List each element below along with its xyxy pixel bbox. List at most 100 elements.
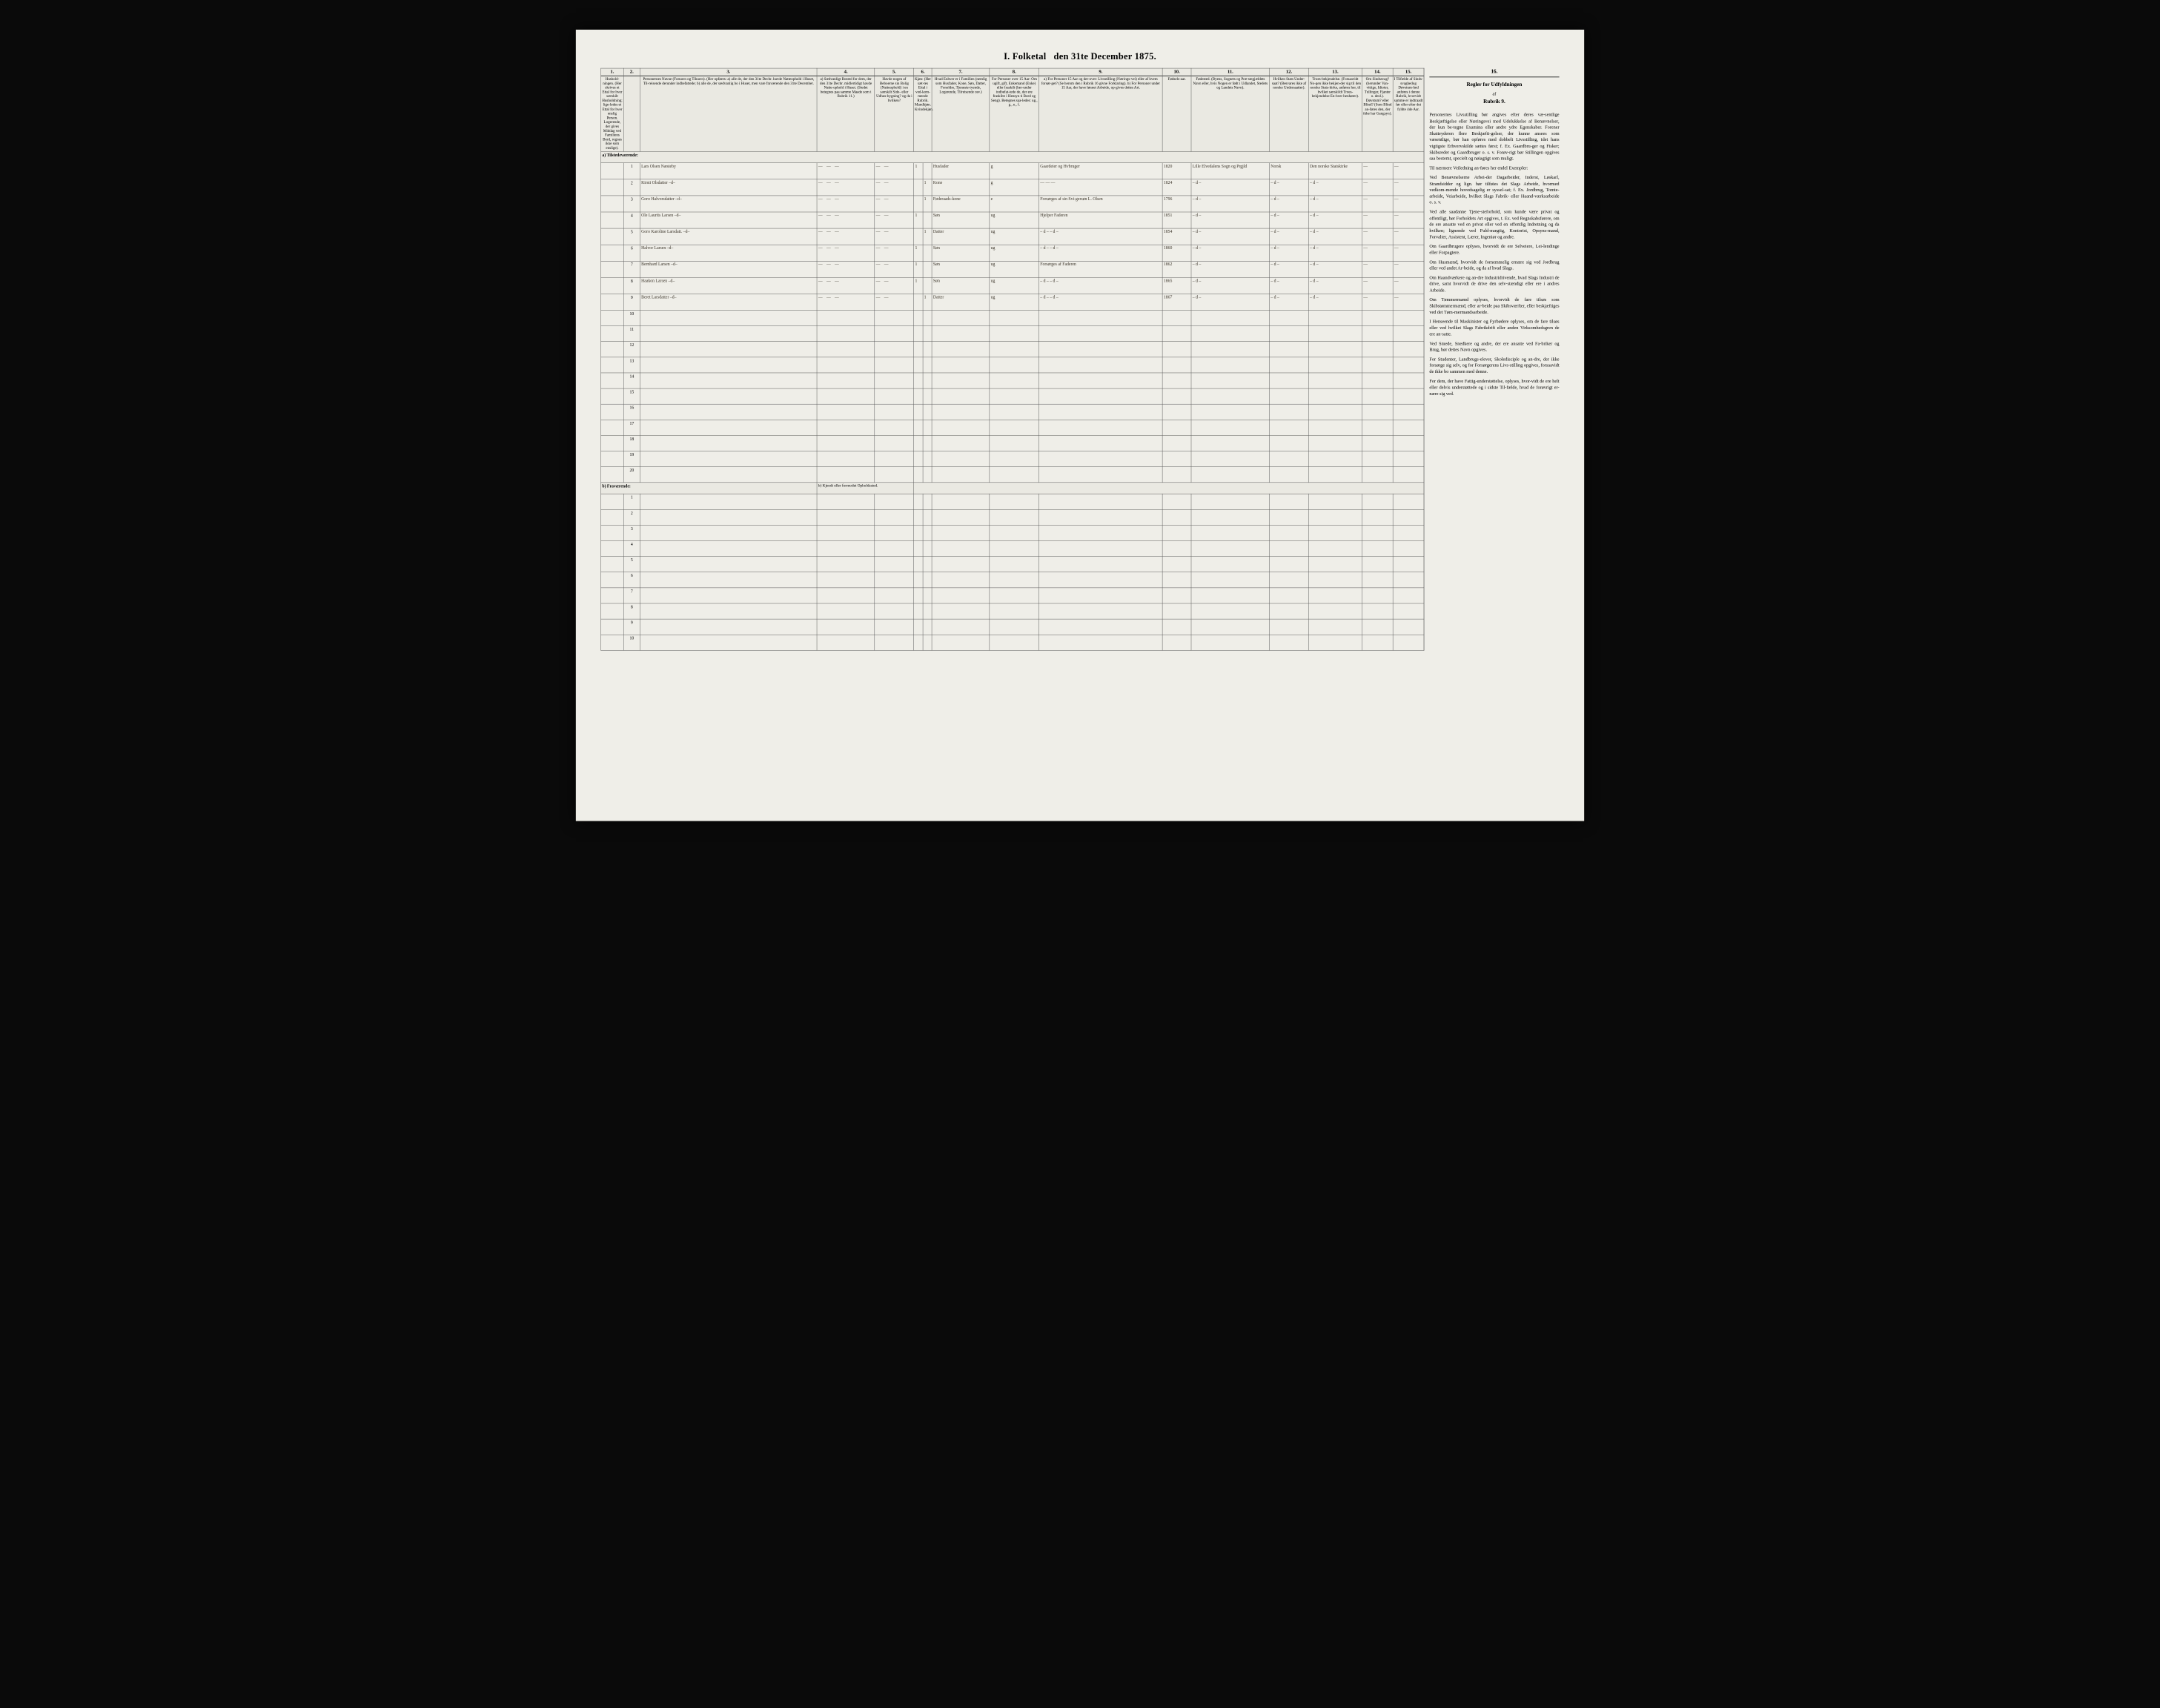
cell-num: 7 [623,588,640,603]
cell-marital: ug [990,212,1039,228]
instruction-para: Ved alle saadanne Tjene-steforhold, som … [1429,208,1559,239]
cell-hh [601,245,624,261]
cell-blank [817,509,875,525]
cell-blank [875,420,914,435]
cell-subject: – d – [1270,228,1309,245]
cell-blank [1308,436,1362,451]
cell-num: 1 [623,494,640,509]
cell-blank [1162,342,1191,357]
cell-c4: — — — [817,245,875,261]
cell-c5: — — [875,179,914,196]
cell-marital: ug [990,228,1039,245]
cell-num: 3 [623,196,640,212]
cell-blank [1270,572,1309,588]
cell-blank [640,404,817,420]
cell-blank [1270,494,1309,509]
cell-religion: Den norske Statskirke [1308,163,1362,179]
cell-blank [640,603,817,619]
data-row: 1Lars Olsen Næsteby— — —— —1HusfadergGaa… [601,163,1424,179]
cell-relation: Datter [932,294,990,310]
cell-blank [1308,388,1362,404]
cell-c15: — [1393,261,1424,277]
cell-num: 12 [623,342,640,357]
cell-blank [1191,373,1270,388]
cell-blank [640,557,817,572]
cell-blank [1162,388,1191,404]
cell-relation: Søn [932,261,990,277]
cell-male [914,228,923,245]
cell-name: Bernhard Larsen –d– [640,261,817,277]
cell-birthplace: – d – [1191,196,1270,212]
cell-blank [1393,525,1424,540]
cell-c14: — [1362,212,1394,228]
cell-blank [990,494,1039,509]
hdr-3: Personernes Navne (Fornavn og Tilnavn). … [640,76,817,151]
cell-c14: — [1362,179,1394,196]
blank-row: 10 [601,311,1424,326]
cell-blank [1308,525,1362,540]
cell-blank [923,525,932,540]
cell-blank [1393,357,1424,373]
cell-blank [1270,436,1309,451]
cell-blank [1270,357,1309,373]
cell-occupation: Forsørges af sin Svi-gersøn L. Olsen [1039,196,1163,212]
cell-blank [923,572,932,588]
cell-blank [1362,326,1394,342]
hdr-5: Havde nogen af Beboerne sin Bolig (Natte… [875,76,914,151]
cell-c4: — — — [817,261,875,277]
cell-female: 1 [923,179,932,196]
cell-blank [1393,342,1424,357]
cell-blank [1162,420,1191,435]
cell-num: 10 [623,635,640,650]
cell-blank [990,541,1039,557]
cell-hh [601,525,624,540]
cell-blank [1308,635,1362,650]
cell-blank [1308,326,1362,342]
cell-blank [875,572,914,588]
cell-relation: Søn [932,245,990,261]
cell-relation: Datter [932,228,990,245]
cell-blank [817,357,875,373]
cell-blank [990,436,1039,451]
cell-hh [601,311,624,326]
cell-male: 1 [914,245,923,261]
cell-blank [914,541,923,557]
cell-blank [817,588,875,603]
cell-blank [1039,467,1163,483]
hdr-1: Hushold-ningen. (Her skrives et Ettal fo… [601,76,624,151]
cell-subject: – d – [1270,179,1309,196]
cell-blank [923,311,932,326]
cell-blank [640,572,817,588]
cell-relation: Føderaads-kone [932,196,990,212]
cell-religion: – d – [1308,179,1362,196]
cell-blank [817,373,875,388]
cell-num: 4 [623,212,640,228]
cell-name: Haakon Larsen –d– [640,277,817,294]
cell-blank [1308,373,1362,388]
cell-blank [1308,494,1362,509]
cell-blank [1191,588,1270,603]
blank-row-b: 5 [601,557,1424,572]
cell-hh [601,572,624,588]
cell-blank [914,342,923,357]
right-heading: Regler for Udfyldningen [1429,81,1559,88]
section-b-label: b) Fraværende: [601,483,818,494]
cell-hh [601,261,624,277]
cell-blank [990,557,1039,572]
cell-blank [640,342,817,357]
cell-blank [1039,588,1163,603]
hdr-2 [623,76,640,151]
cell-blank [1270,509,1309,525]
cell-female [923,277,932,294]
instruction-para: Ved Benævnelserne Arbei-der Dagarbeider,… [1429,174,1559,205]
cell-name: Beret Larsdatter –d– [640,294,817,310]
cell-blank [914,494,923,509]
cell-marital: e [990,196,1039,212]
cell-blank [817,572,875,588]
cell-hh [601,163,624,179]
cell-female [923,245,932,261]
cell-blank [1270,635,1309,650]
cell-c15: — [1393,212,1424,228]
cell-c5: — — [875,261,914,277]
cell-num: 16 [623,404,640,420]
